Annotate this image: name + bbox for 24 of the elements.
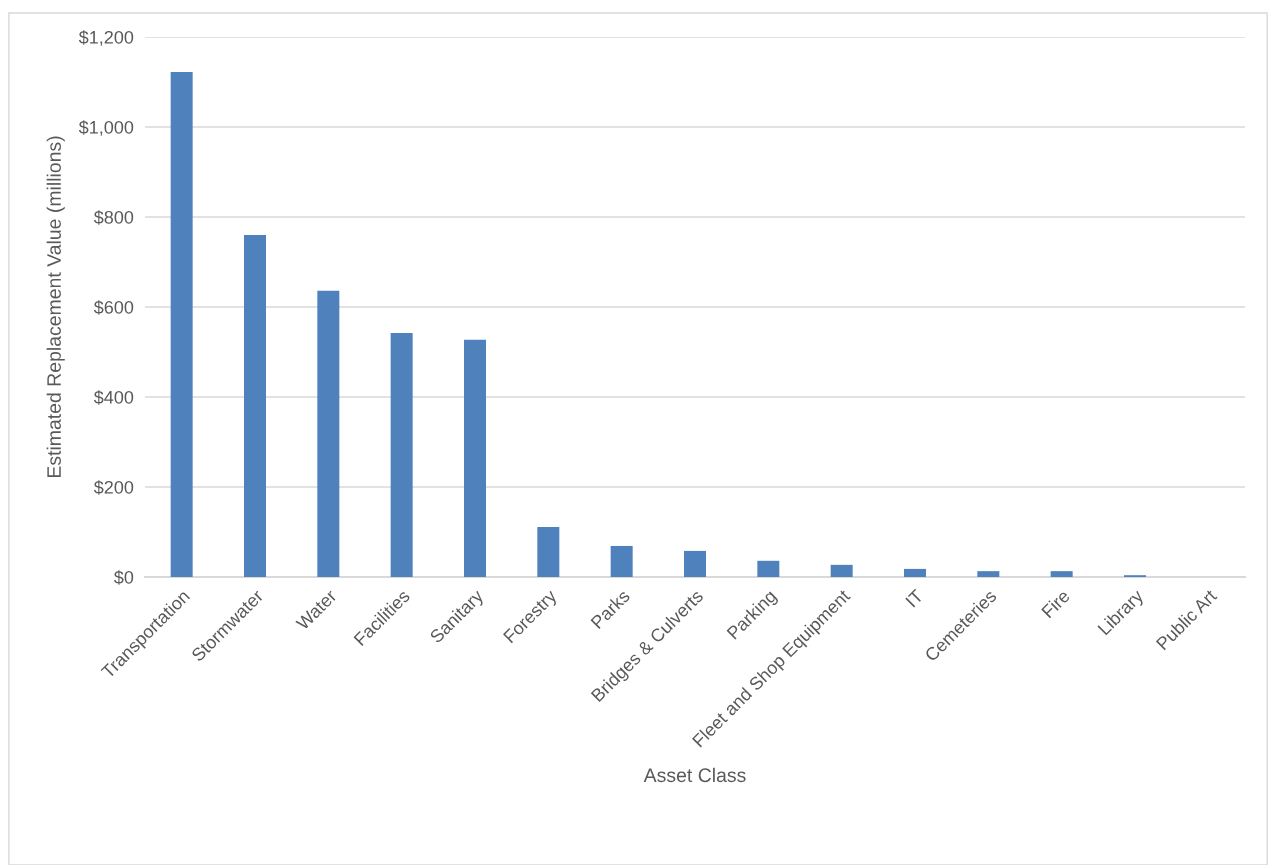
bar <box>977 571 1000 577</box>
bar <box>537 527 560 577</box>
y-tick-label: $1,200 <box>78 30 134 46</box>
y-axis-title: Estimated Replacement Value (millions) <box>46 136 65 478</box>
bar <box>464 339 486 577</box>
y-tick-label: $1,000 <box>78 120 134 136</box>
bar <box>610 545 633 577</box>
bar <box>170 72 193 577</box>
y-tick-label: $800 <box>93 210 134 225</box>
x-tick-label: IT <box>905 588 924 608</box>
bar <box>317 290 340 577</box>
bar <box>684 550 706 577</box>
bar <box>390 333 413 577</box>
y-tick-label: $400 <box>93 390 134 405</box>
bar <box>1050 571 1073 577</box>
y-tick-label: $0 <box>114 570 134 585</box>
y-tick-label: $600 <box>93 300 134 315</box>
bar <box>244 235 266 577</box>
y-tick-label: $200 <box>93 480 134 495</box>
bar <box>830 564 853 577</box>
bar <box>757 560 780 577</box>
bar <box>904 568 926 577</box>
x-axis-title: Asset Class <box>643 767 746 783</box>
x-tick-label: Fire <box>1040 588 1071 619</box>
